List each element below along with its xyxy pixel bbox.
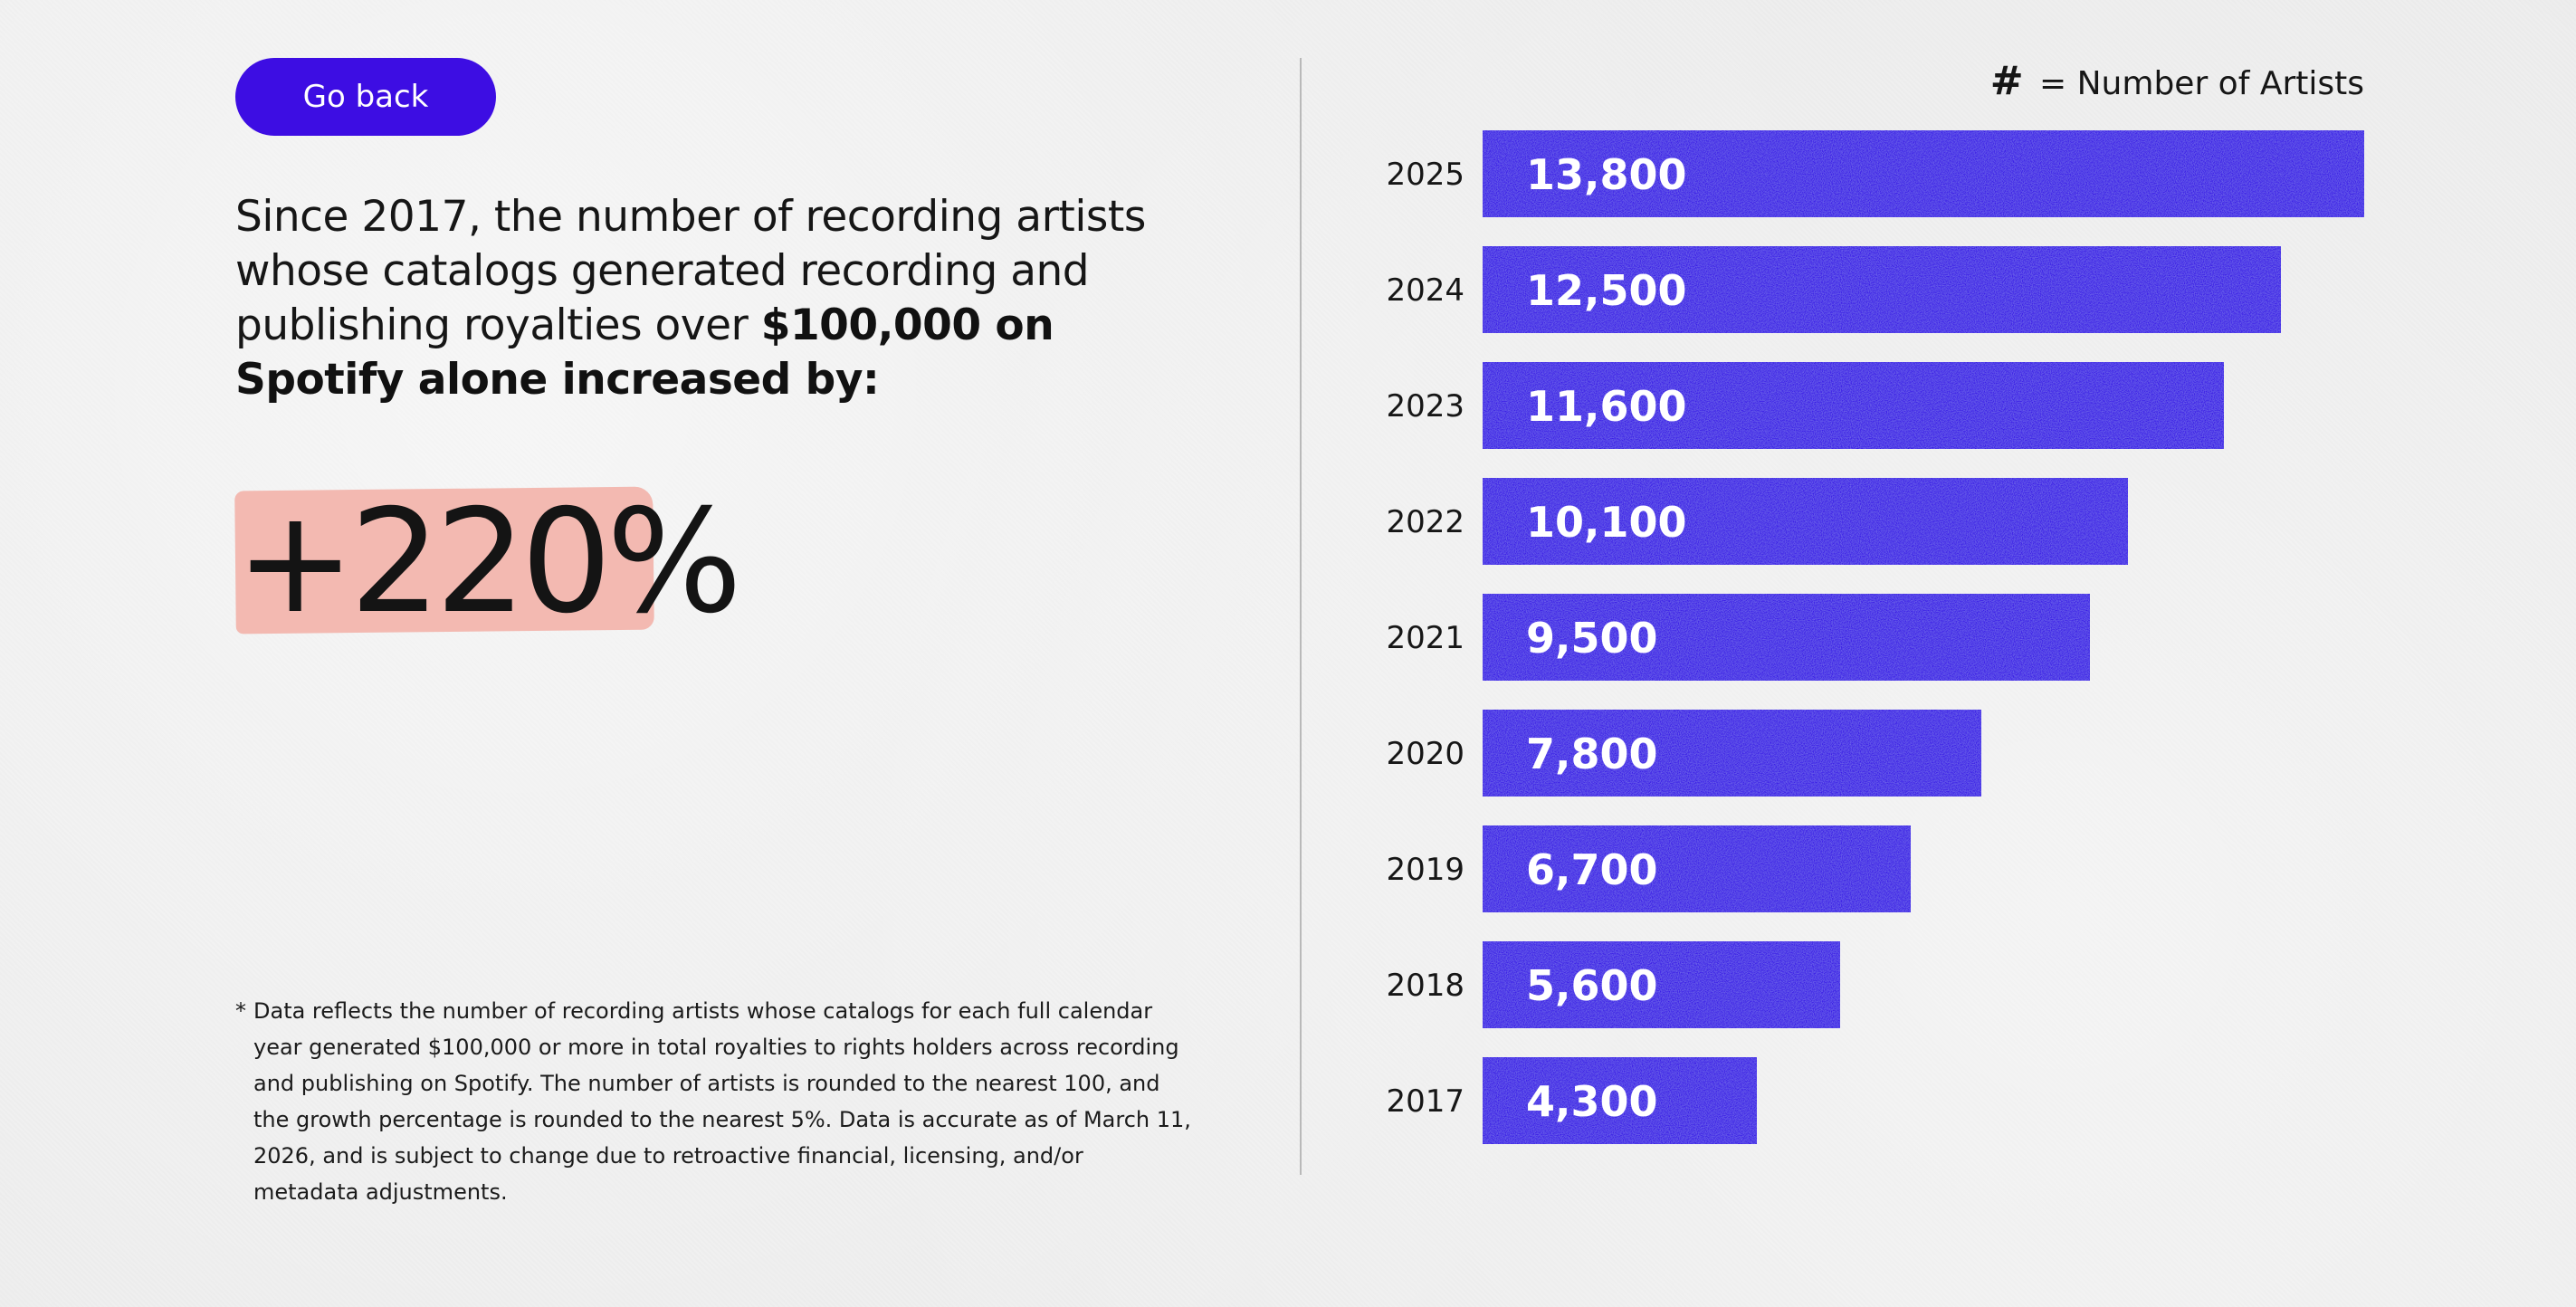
bar-value-label-2017: 4,300 bbox=[1526, 1077, 1658, 1126]
bar-value-label-2024: 12,500 bbox=[1526, 266, 1687, 315]
footnote-text: Data reflects the number of recording ar… bbox=[253, 998, 1191, 1205]
bar-2018 bbox=[1483, 941, 1840, 1028]
year-label-2020: 2020 bbox=[1386, 736, 1465, 772]
bar-2024 bbox=[1483, 246, 2281, 333]
bar-2021 bbox=[1483, 594, 2090, 681]
footnote-marker: * bbox=[235, 998, 246, 1024]
bar-value-label-2025: 13,800 bbox=[1526, 150, 1687, 199]
year-label-2018: 2018 bbox=[1386, 968, 1465, 1004]
legend-hash-symbol: # bbox=[1989, 58, 2024, 104]
year-label-2022: 2022 bbox=[1386, 504, 1465, 540]
bar-2019 bbox=[1483, 825, 1911, 912]
year-label-2024: 2024 bbox=[1386, 272, 1465, 309]
year-label-2023: 2023 bbox=[1386, 388, 1465, 425]
bar-2017 bbox=[1483, 1057, 1757, 1144]
year-label-2025: 2025 bbox=[1386, 157, 1465, 193]
bar-2020 bbox=[1483, 710, 1981, 797]
bar-2022 bbox=[1483, 478, 2128, 565]
headline-bold: $100,000 on Spotify alone increased by: bbox=[235, 301, 1054, 405]
big-stat-block: +220% bbox=[234, 486, 742, 634]
headline-regular: Since 2017, the number of recording arti… bbox=[235, 192, 1146, 350]
year-label-2017: 2017 bbox=[1386, 1083, 1465, 1120]
bar-value-label-2018: 5,600 bbox=[1526, 961, 1658, 1010]
legend-label: = Number of Artists bbox=[2039, 65, 2364, 102]
bar-value-label-2019: 6,700 bbox=[1526, 845, 1658, 894]
chart-legend: # = Number of Artists bbox=[1990, 56, 2364, 110]
vertical-divider bbox=[1300, 58, 1302, 1175]
bar-2025 bbox=[1483, 130, 2364, 217]
bar-value-label-2020: 7,800 bbox=[1526, 730, 1658, 778]
bar-value-label-2022: 10,100 bbox=[1526, 498, 1687, 547]
go-back-button[interactable]: Go back bbox=[235, 58, 496, 136]
footnote: * Data reflects the number of recording … bbox=[235, 993, 1195, 1210]
year-label-2019: 2019 bbox=[1386, 852, 1465, 888]
bar-2023 bbox=[1483, 362, 2224, 449]
bar-value-label-2023: 11,600 bbox=[1526, 382, 1687, 431]
headline: Since 2017, the number of recording arti… bbox=[235, 190, 1213, 407]
big-stat-value: +220% bbox=[235, 479, 742, 645]
bar-value-label-2021: 9,500 bbox=[1526, 614, 1658, 663]
artists-bar-chart: 2025 13,800 2024 12,500 2023 11,600 2022 10,100… bbox=[1386, 130, 2364, 1144]
year-label-2021: 2021 bbox=[1386, 620, 1465, 656]
